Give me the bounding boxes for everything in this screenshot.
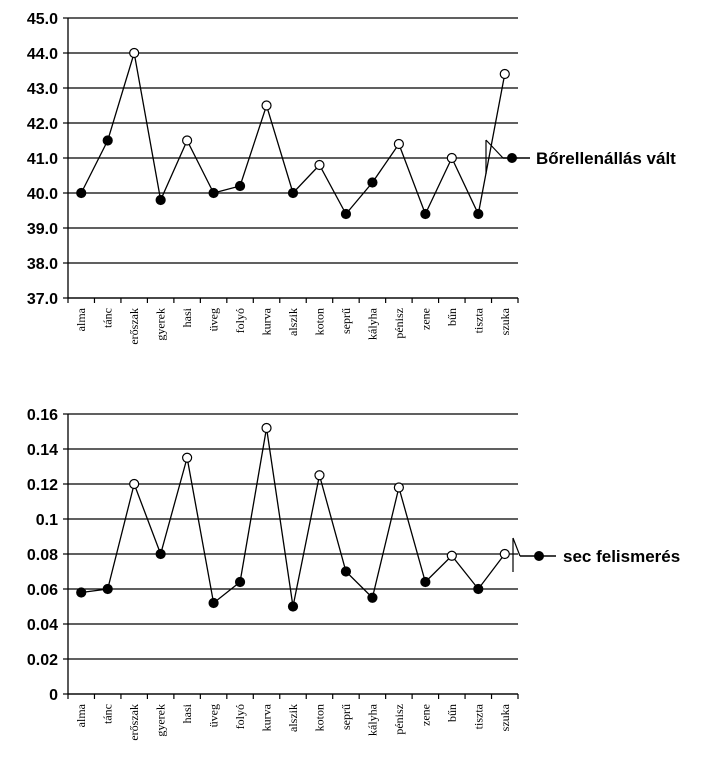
data-point (367, 177, 378, 188)
y-tick-label: 43.0 (27, 81, 58, 98)
data-point (393, 482, 404, 493)
y-tick-label: 0.14 (27, 442, 58, 459)
x-tick-label: gyerek (154, 704, 168, 737)
x-tick-label: kurva (260, 307, 274, 335)
data-point (155, 194, 166, 206)
legend-connector (512, 537, 521, 557)
x-tick-label: erőszak (127, 704, 141, 741)
x-tick-label: zene (418, 704, 432, 726)
data-point (129, 478, 140, 490)
legend-connector (485, 139, 504, 159)
y-tick-label: 41.0 (27, 151, 58, 168)
legend-label: sec felismerés (563, 547, 680, 566)
data-point (287, 601, 299, 612)
y-tick-label: 45.0 (27, 11, 58, 28)
x-tick-label: szuka (498, 703, 512, 731)
x-tick-label: erőszak (127, 308, 141, 345)
x-tick-label: koton (312, 704, 326, 731)
data-point (420, 576, 431, 588)
x-tick-label: tiszta (471, 307, 485, 333)
data-point (76, 187, 87, 199)
x-tick-label: folyó (233, 308, 247, 333)
y-tick-label: 0.06 (27, 582, 58, 599)
x-tick-label: kályha (365, 307, 379, 340)
x-tick-label: alszik (286, 308, 300, 336)
data-point (102, 135, 113, 146)
y-tick-label: 0.08 (27, 547, 58, 564)
x-tick-label: kályha (365, 703, 379, 736)
x-tick-label: üveg (207, 704, 221, 727)
x-tick-label: seprű (339, 308, 353, 334)
y-tick-label: 40.0 (27, 186, 58, 203)
data-point (287, 187, 299, 199)
data-point (499, 548, 510, 560)
data-point (261, 422, 272, 434)
data-point (314, 159, 325, 171)
skin-conductance-chart: 37.0 38.0 39.0 40.0 41.0 42.0 43.0 44.0 45.0 alma… (27, 11, 676, 345)
x-tick-label: hasi (180, 703, 194, 723)
y-tick-label: 42.0 (27, 116, 58, 133)
data-point (155, 548, 166, 560)
x-tick-label: seprű (339, 704, 353, 730)
x-tick-label: alma (74, 703, 88, 727)
x-tick-label: bűn (445, 704, 459, 722)
y-tick-label: 0.1 (36, 512, 58, 529)
x-tick-label: bűn (445, 308, 459, 326)
data-point (367, 592, 378, 603)
y-tick-label: 0 (49, 687, 58, 704)
data-point (208, 597, 219, 609)
y-tick-label: 37.0 (27, 291, 58, 308)
x-tick-label: hasi (180, 307, 194, 327)
data-point (446, 550, 457, 561)
data-point (208, 187, 219, 199)
x-tick-label: koton (312, 308, 326, 335)
x-tick-label: üveg (207, 308, 221, 331)
data-point (393, 138, 404, 150)
x-tick-label: pénisz (392, 704, 406, 735)
data-point (499, 68, 510, 80)
data-point (261, 100, 272, 111)
x-tick-label: szuka (498, 307, 512, 335)
data-point (102, 583, 113, 595)
legend-marker (534, 551, 544, 561)
data-point (340, 566, 352, 577)
y-tick-label: 0.16 (27, 407, 58, 424)
data-point (446, 152, 457, 164)
data-point (340, 208, 352, 220)
data-point (76, 587, 87, 598)
x-tick-label: alma (74, 307, 88, 331)
y-tick-label: 0.04 (27, 617, 58, 634)
x-tick-label: tánc (101, 308, 115, 328)
x-tick-label: pénisz (392, 308, 406, 339)
x-tick-label: alszik (286, 704, 300, 732)
data-point (182, 452, 193, 463)
data-point (182, 135, 193, 146)
series-line (81, 427, 506, 607)
y-tick-label: 0.12 (27, 477, 58, 494)
data-point (129, 47, 140, 59)
recognition-time-chart: 0 0.02 0.04 0.06 0.08 0.1 0.12 0.14 0.16 alma tánc… (27, 407, 680, 741)
data-point (234, 576, 246, 588)
x-tick-label: gyerek (154, 308, 168, 341)
x-tick-label: kurva (260, 703, 274, 731)
data-point (473, 208, 484, 220)
x-tick-label: tiszta (471, 703, 485, 729)
legend-marker (507, 153, 517, 163)
data-point (314, 470, 325, 481)
y-tick-label: 38.0 (27, 256, 58, 273)
y-tick-label: 39.0 (27, 221, 58, 238)
data-point (234, 180, 246, 192)
y-tick-label: 0.02 (27, 652, 58, 669)
data-point (473, 583, 484, 595)
data-point (420, 208, 431, 220)
x-tick-label: folyó (233, 704, 247, 729)
x-tick-label: tánc (101, 704, 115, 724)
x-tick-label: zene (418, 308, 432, 330)
y-tick-label: 44.0 (27, 46, 58, 63)
legend-label: Bőrellenállás vált (536, 149, 676, 168)
